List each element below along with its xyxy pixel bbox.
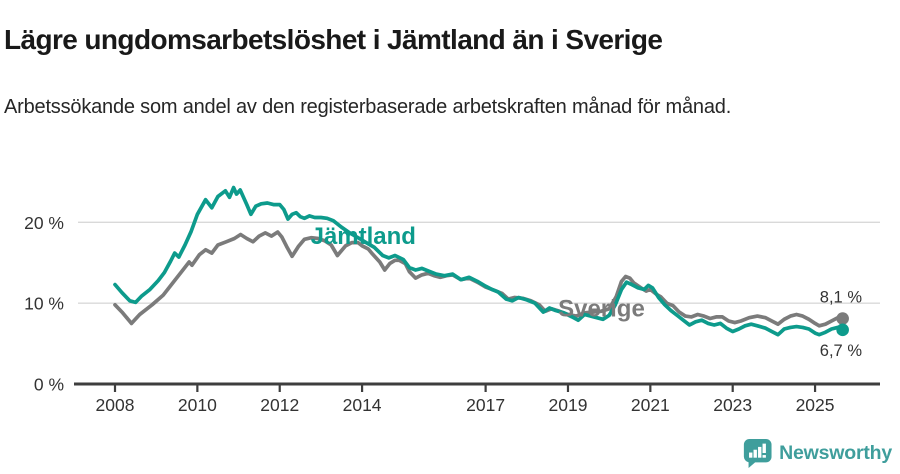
series-label-sverige: Sverige (558, 296, 645, 323)
end-value-label-sverige: 8,1 % (820, 289, 863, 307)
x-axis-label-2019: 2019 (549, 395, 588, 415)
series-endpoint-jämtland (836, 323, 849, 337)
series-endpoint-sverige (836, 312, 849, 325)
chart-subtitle: Arbetssökande som andel av den registerb… (4, 96, 732, 118)
series-line-sverige (113, 230, 845, 328)
x-axis-label-2010: 2010 (178, 395, 217, 415)
series-line-jämtland (113, 185, 845, 337)
x-axis-label-2012: 2012 (260, 395, 299, 415)
x-axis-label-2008: 2008 (96, 395, 135, 415)
series-label-jämtland: Jämtland (311, 223, 416, 250)
x-axis-label-2021: 2021 (631, 395, 670, 415)
y-axis-label-20-percent: 20 % (24, 213, 64, 233)
page-title: Lägre ungdomsarbetslöshet i Jämtland än … (4, 23, 663, 55)
x-axis-label-2025: 2025 (796, 395, 835, 415)
bar-chart-speech-bubble-icon (744, 438, 772, 468)
x-axis-label-2023: 2023 (713, 395, 752, 415)
newsworthy-brand[interactable]: Newsworthy (742, 436, 892, 470)
newsworthy-wordmark: Newsworthy (779, 441, 892, 464)
end-value-label-jämtland: 6,7 % (820, 342, 863, 360)
x-axis-label-2014: 2014 (343, 395, 382, 415)
x-axis-label-2017: 2017 (466, 395, 505, 415)
y-axis-label-10-percent: 10 % (24, 294, 64, 314)
y-axis-label-0-percent: 0 % (34, 375, 64, 395)
